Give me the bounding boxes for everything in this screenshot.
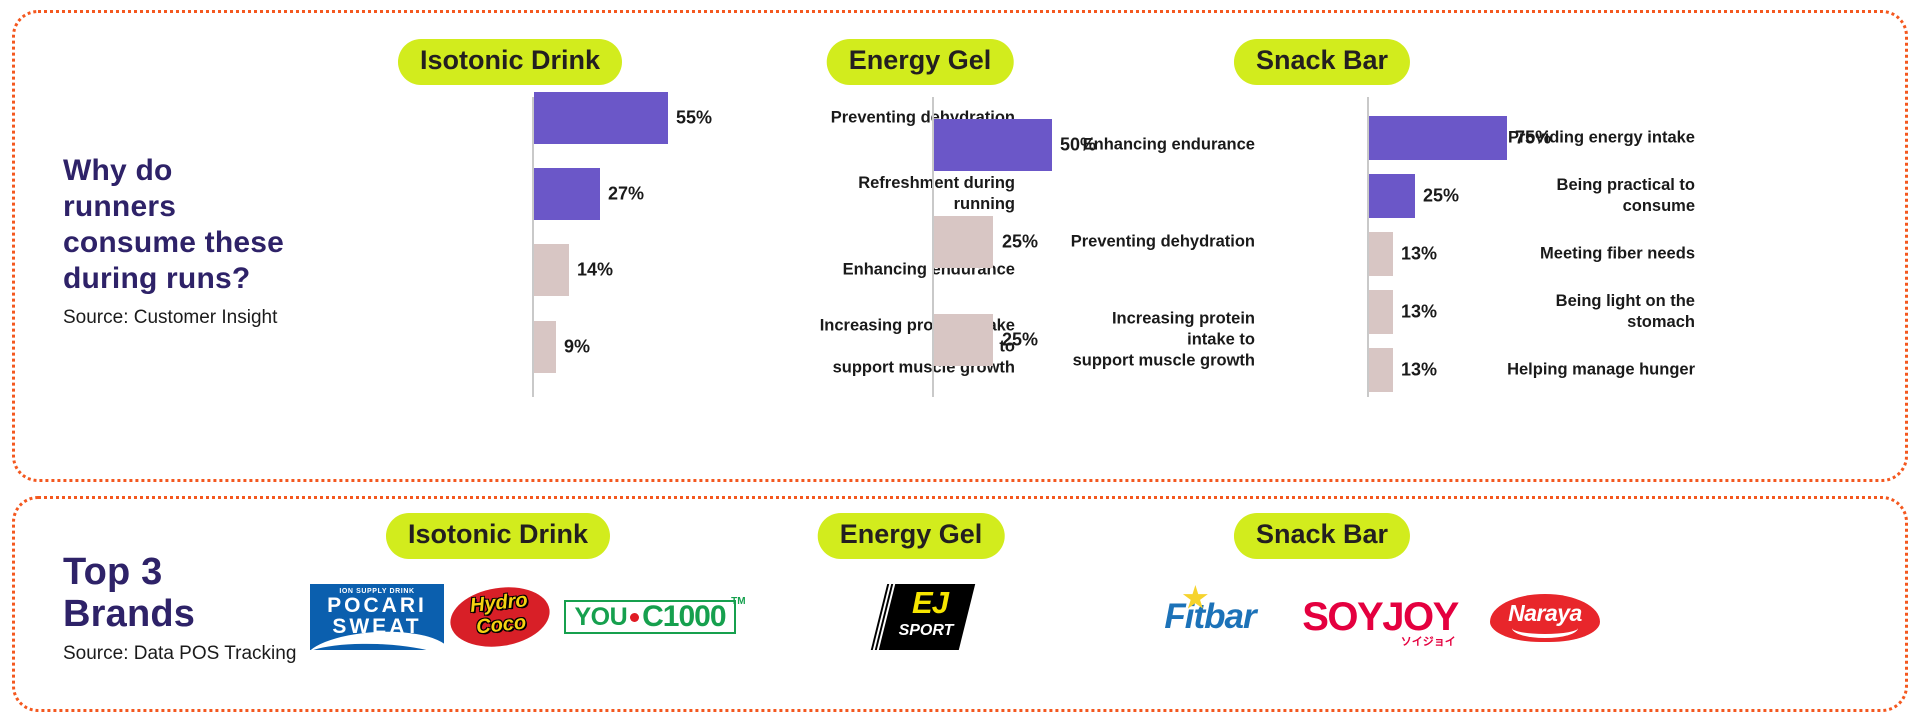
chart-energy-gel: Enhancing endurance 50% Preventing dehyd… [735,97,1255,397]
brand-logo-soyjoy: SOYJOY ソイジョイ [1285,577,1475,657]
soyjoy-wordmark: SOYJOY [1302,595,1459,639]
insight-source: Source: Customer Insight [63,307,278,328]
you-c1000-wordmark-c1000: C1000 [642,600,726,633]
chart-bar-value: 9% [564,336,591,357]
chart-bar-value: 13% [1401,359,1438,380]
chart-bar [934,216,993,268]
chart-bar [1369,232,1393,276]
brand-logo-naraya: Naraya [1480,577,1610,657]
chart-category-label: Being light on the stomach [1555,292,1695,331]
chart-bar [534,92,668,144]
chart-category-label: Increasing protein intake to support mus… [1072,309,1255,370]
chart-category-label: Being practical to consume [1556,176,1695,215]
you-c1000-trademark: TM [731,596,746,607]
soyjoy-japanese-wordmark: ソイジョイ [1400,636,1456,648]
brands-caption-block: Top 3 Brands Source: Data POS Tracking [63,551,393,665]
pocari-wordmark-line1: POCARI [327,594,427,617]
ej-sport-wordmark-sport: SPORT [898,622,954,639]
hydro-coco-logo-mark: Hydro Coco [446,580,554,654]
insight-title: Why do runners consume these during runs… [63,154,285,295]
you-c1000-wordmark-you: YOU [574,602,628,631]
chart-bar [534,244,569,296]
brand-logo-you-c1000: YOU C1000 TM [555,577,746,657]
chart-category-label: Meeting fiber needs [1540,244,1695,263]
brand-title-pill-snack-bar: Snack Bar [1233,513,1411,559]
chart-bar-value: 27% [608,183,645,204]
chart-axis-line [932,97,934,397]
brands-title: Top 3 Brands [63,551,196,635]
brand-logo-hydro-coco: Hydro Coco [445,577,555,657]
chart-title-pill-isotonic-drink: Isotonic Drink [397,39,623,85]
chart-bar [1369,290,1393,334]
insight-caption-block: Why do runners consume these during runs… [63,153,363,329]
fitbar-logo-mark: Fitbar [1164,585,1257,637]
ej-sport-logo-mark: EJ SPORT [870,580,976,654]
fitbar-wordmark: Fitbar [1164,597,1256,636]
chart-snack-bar: Providing energy intake 75% Being practi… [1155,97,1695,397]
pocari-sweat-logo-mark: ION SUPPLY DRINK POCARI SWEAT [310,584,444,650]
brands-panel: Top 3 Brands Source: Data POS Tracking I… [12,496,1908,712]
naraya-swoosh-icon [1512,618,1578,638]
chart-bar [534,321,556,373]
chart-bar-value: 25% [1423,185,1460,206]
insight-panel: Why do runners consume these during runs… [12,10,1908,482]
chart-bar-value: 13% [1401,301,1438,322]
brand-title-pill-isotonic-drink: Isotonic Drink [385,513,611,559]
chart-category-label: Providing energy intake [1507,128,1695,147]
chart-axis-line [1367,97,1369,397]
chart-bar-value: 50% [1060,134,1097,155]
brands-source: Source: Data POS Tracking [63,643,297,664]
chart-title-pill-energy-gel: Energy Gel [826,39,1014,85]
chart-bar-value: 55% [676,107,713,128]
chart-bar-value: 14% [577,259,614,280]
chart-category-label: Enhancing endurance [1082,135,1255,154]
chart-bar [1369,348,1393,392]
pocari-tagline: ION SUPPLY DRINK [339,588,415,595]
brand-logo-fitbar: Fitbar [1135,577,1285,657]
chart-axis-line [532,97,534,397]
brand-title-pill-energy-gel: Energy Gel [817,513,1005,559]
soyjoy-logo-mark: SOYJOY ソイジョイ [1302,595,1459,648]
chart-bar [934,119,1052,171]
chart-category-label: Preventing dehydration [1070,232,1255,251]
chart-bar-value: 25% [1002,329,1039,350]
chart-bar-value: 75% [1515,127,1552,148]
chart-bar-value: 13% [1401,243,1438,264]
chart-bar [1369,174,1415,218]
chart-bar [534,168,600,220]
brand-logo-ej-sport: EJ SPORT [870,577,980,657]
chart-category-label: Helping manage hunger [1507,360,1695,379]
you-c1000-dot-icon [630,612,640,622]
ej-sport-wordmark-ej: EJ [912,585,949,620]
brand-logo-pocari-sweat: ION SUPPLY DRINK POCARI SWEAT [307,577,447,657]
chart-bar [934,314,993,366]
chart-bar-value: 25% [1002,231,1039,252]
naraya-logo-mark: Naraya [1490,588,1600,646]
chart-title-pill-snack-bar: Snack Bar [1233,39,1411,85]
chart-bar [1369,116,1507,160]
you-c1000-logo-mark: YOU C1000 TM [564,596,746,634]
brand-logo-row: ION SUPPLY DRINK POCARI SWEAT Hydro Coco… [15,577,1905,657]
